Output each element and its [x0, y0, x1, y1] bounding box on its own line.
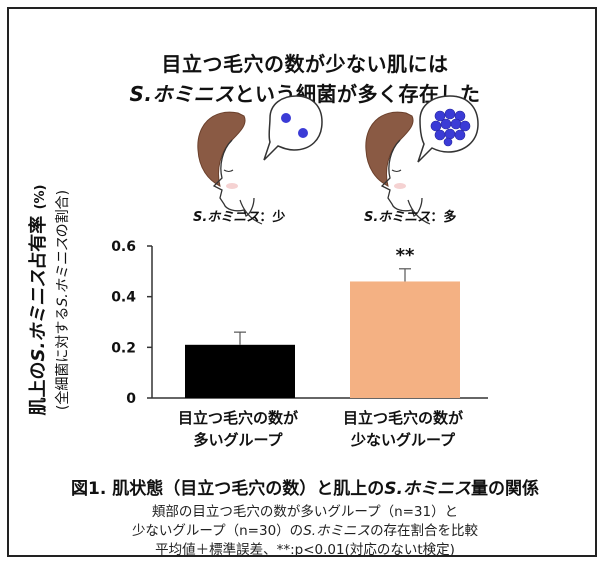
- note-line-3: 平均値＋標準誤差、**:p<0.01(対応のないt検定): [155, 542, 455, 558]
- category-label-2: 目立つ毛穴の数が 少ないグループ: [342, 409, 463, 449]
- note-line-1: 頬部の目立つ毛穴の数が多いグループ（n=31）と: [151, 504, 459, 520]
- bubble-high-bacteria-cluster: [430, 108, 471, 147]
- face-low-illustration: [197, 95, 323, 225]
- face-high-hair: [365, 111, 414, 187]
- face-low-cheek: [226, 183, 238, 189]
- bubble-low-bacterium-2: [298, 128, 308, 138]
- face-low-profile: [212, 139, 255, 217]
- face-low-eye: [223, 169, 234, 173]
- face-high-eye: [391, 169, 402, 173]
- figure-caption: 図1. 肌状態（目立つ毛穴の数）と肌上のS.ホミニス量の関係: [71, 479, 539, 499]
- face-low-hair: [197, 111, 246, 187]
- face-high-cheek: [394, 183, 406, 189]
- note-line-2: 少ないグループ（n=30）のS.ホミニスの存在割合を比較: [131, 523, 479, 539]
- y-tick-label: 0.4: [111, 290, 136, 306]
- face-low-neck: [239, 199, 263, 225]
- face-high-neck: [407, 199, 431, 225]
- y-tick-label: 0: [126, 391, 136, 407]
- face-high-profile: [380, 139, 423, 217]
- bubble-low: [263, 95, 323, 161]
- face-high-illustration: [365, 95, 479, 225]
- title-species: S.ホミニス: [129, 82, 235, 106]
- face-high-label: S.ホミニス：多: [364, 210, 457, 225]
- chart-title-line1: 目立つ毛穴の数が少ない肌には: [161, 52, 449, 76]
- face-low-label: S.ホミニス：少: [193, 210, 286, 225]
- bar: [350, 281, 460, 398]
- category-label-1: 目立つ毛穴の数が 多いグループ: [177, 409, 298, 449]
- bar: [185, 344, 295, 398]
- y-tick-label: 0.6: [111, 239, 136, 255]
- bubble-low-bacterium-1: [281, 113, 291, 123]
- y-tick-label: 0.2: [111, 340, 136, 356]
- significance-marker: **: [396, 245, 415, 266]
